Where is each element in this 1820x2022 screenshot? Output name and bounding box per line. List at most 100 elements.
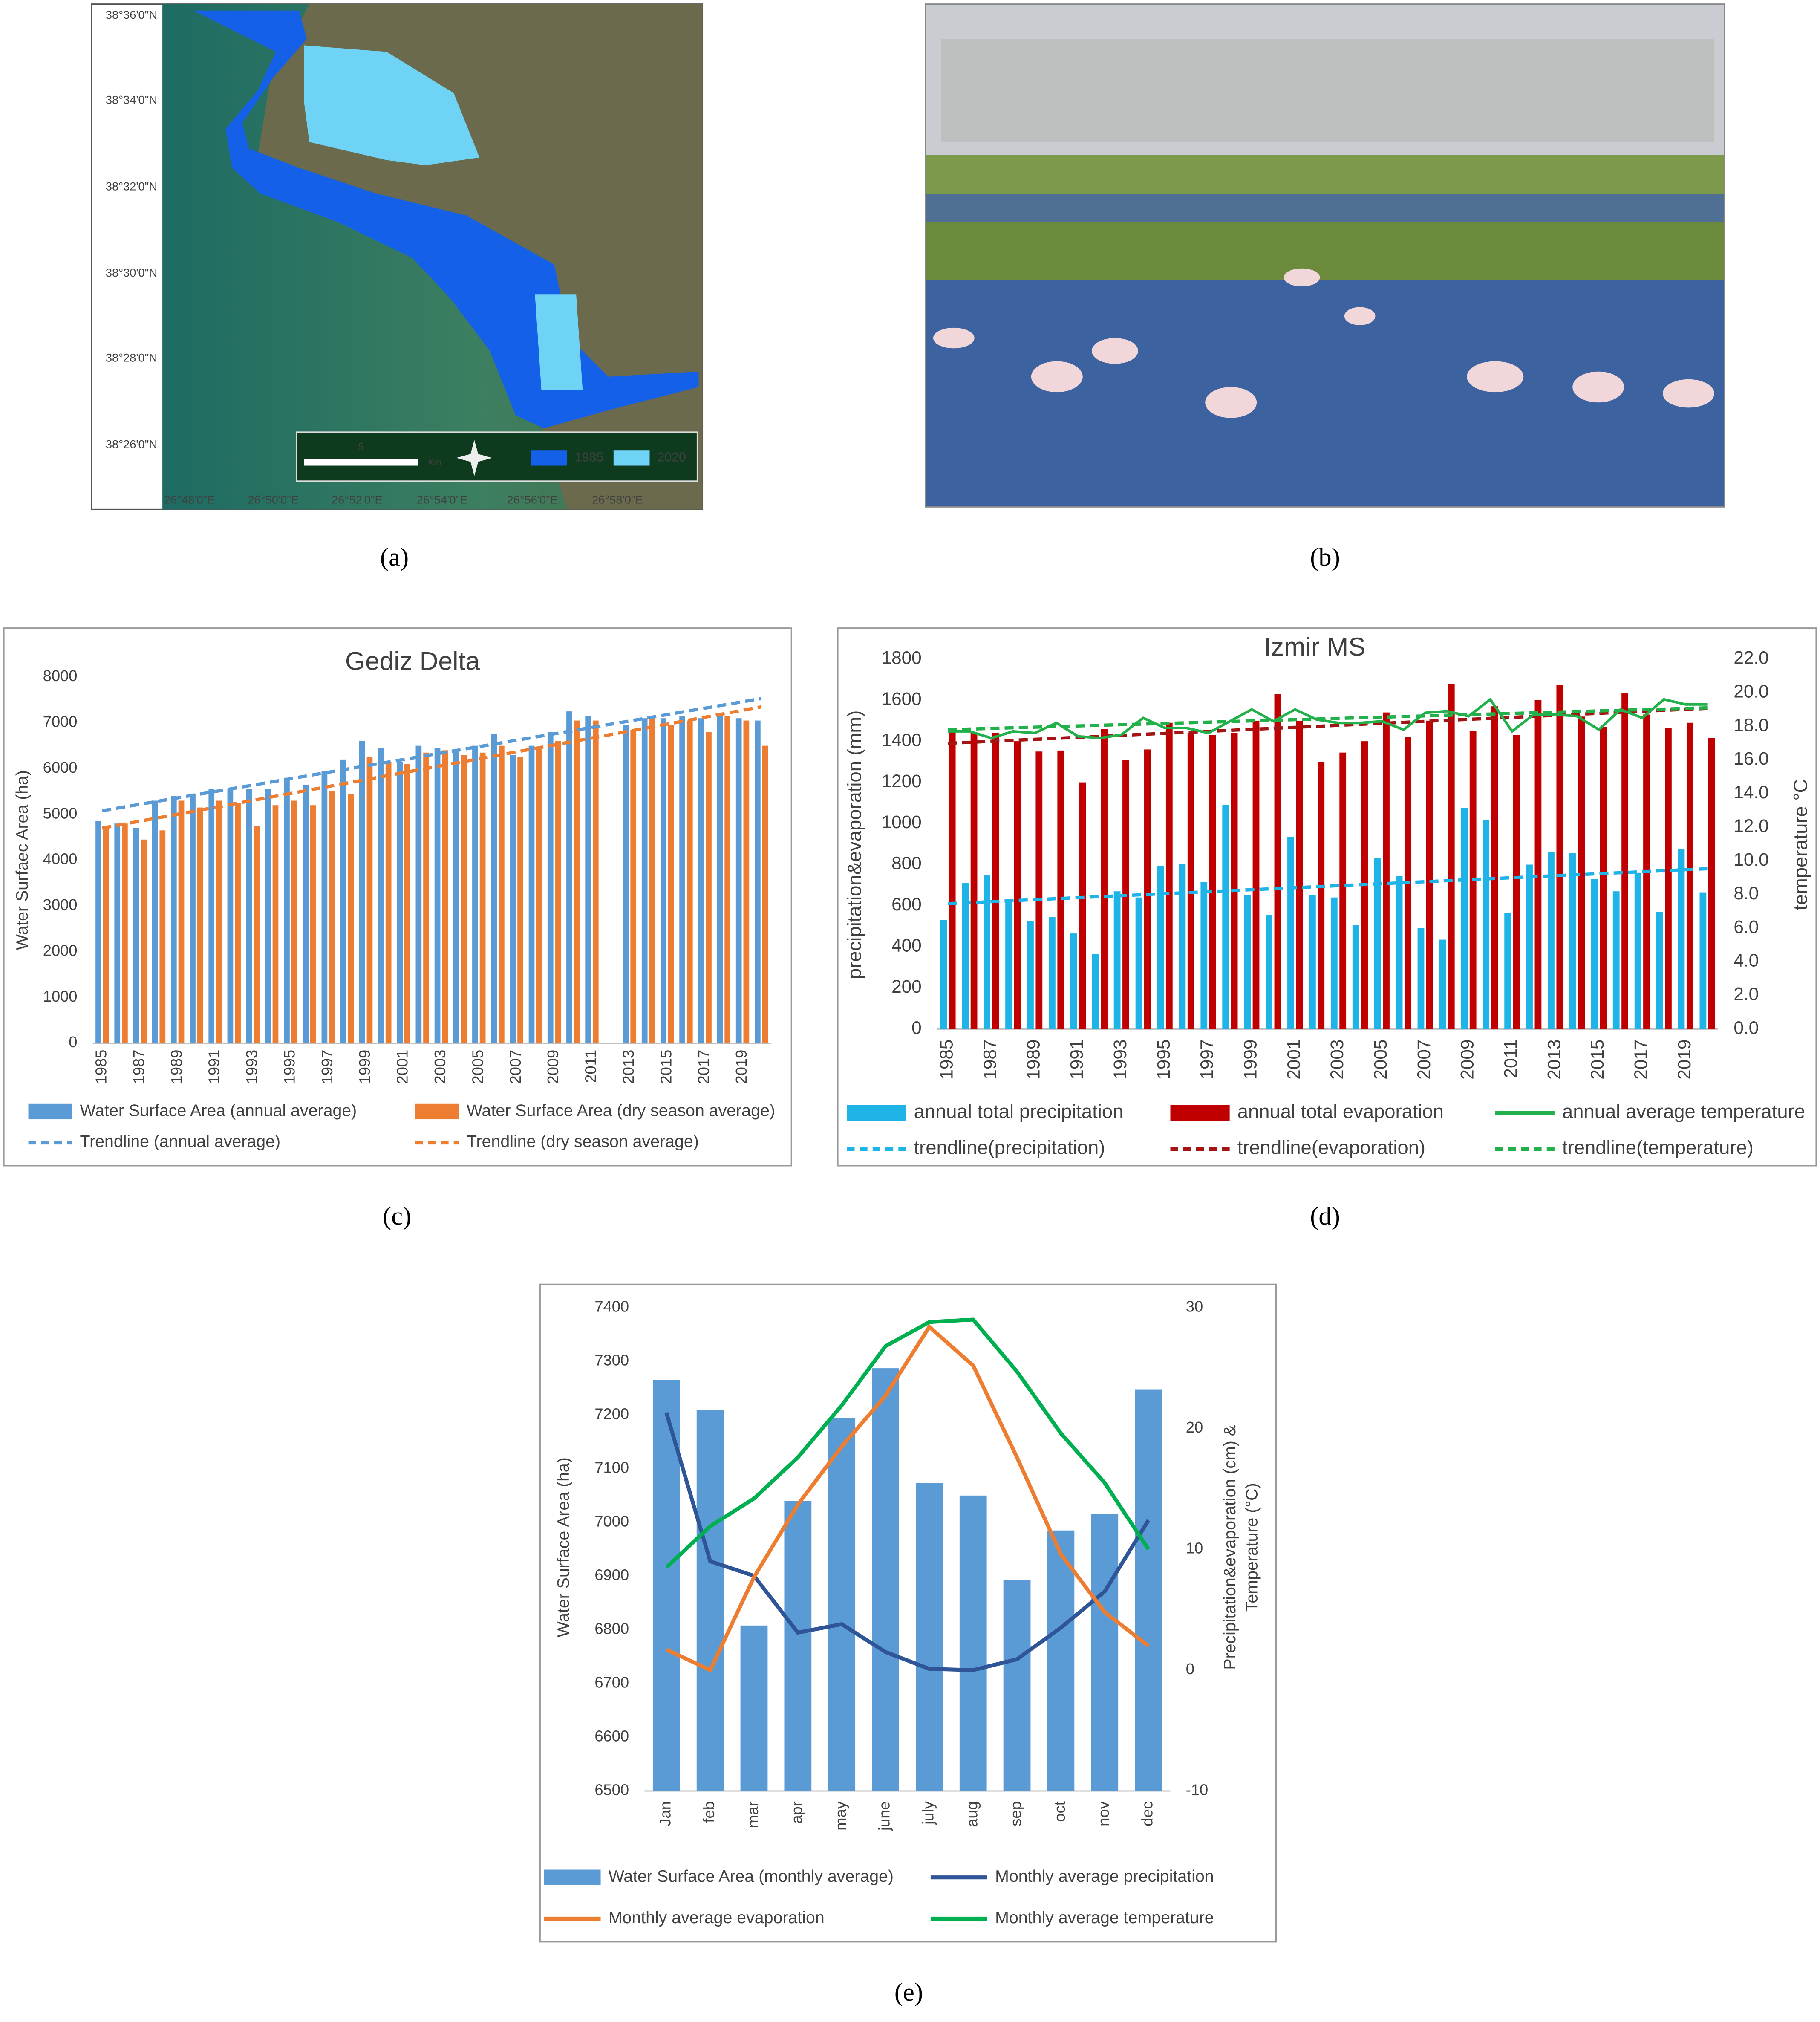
x-tick-label: 2015 [1587,1040,1607,1080]
bar [1686,722,1693,1029]
line [665,1324,1150,1673]
axis-label: Water Surfaec Area (ha) [13,770,32,950]
bar [122,823,128,1043]
bar [1231,733,1238,1029]
bar [170,796,177,1043]
x-tick-label: 2001 [1284,1040,1304,1080]
photo-frame [925,3,1725,508]
bar [1339,752,1347,1029]
y2-tick-label: 0 [1186,1660,1194,1678]
bar [1079,782,1086,1029]
x-tick-label: 2003 [431,1050,449,1084]
x-tick-label: dec [1139,1801,1156,1826]
lon-label: 26°50'0"E [248,493,299,506]
bar [1047,1530,1075,1791]
bar [784,1501,812,1791]
y-tick-label: 600 [891,894,922,914]
y-tick-label: 1200 [882,771,922,791]
caption: (e) [894,1978,923,2007]
y2-tick-label: 4.0 [1733,950,1759,971]
bar [623,725,629,1043]
x-tick-label: 2017 [695,1050,712,1084]
bar [423,752,429,1043]
y-tick-label: 7400 [594,1297,629,1315]
bar [1534,700,1542,1029]
x-tick-label: 2011 [1501,1040,1521,1078]
lat-label: 38°26'0"N [106,437,157,451]
bar [686,720,693,1043]
bar [984,875,991,1029]
bar [679,716,685,1043]
y-tick-label: 4000 [43,850,78,868]
x-tick-label: sep [1007,1801,1024,1826]
y2-tick-label: 20.0 [1733,681,1768,701]
y-tick-label: 1000 [882,812,922,832]
map-legend-swatch [613,450,650,466]
y2-tick-label: 18.0 [1733,715,1768,735]
axis-label: temperature °C [1790,779,1811,910]
bar [1309,895,1316,1029]
y2-tick-label: 8.0 [1733,883,1759,903]
y2-tick-label: 30 [1186,1297,1203,1315]
x-tick-label: 2017 [1631,1040,1651,1080]
bar [1634,872,1641,1029]
bar [735,718,742,1043]
bar [1266,915,1272,1029]
bar [1070,933,1077,1029]
bar [1165,722,1173,1029]
x-tick-label: july [919,1801,937,1825]
bar [1287,837,1294,1029]
bar [517,757,523,1043]
x-tick-label: 2011 [582,1050,600,1083]
bar [717,716,723,1043]
x-tick-label: 2003 [1327,1040,1347,1080]
lon-label: 26°58'0"E [592,493,643,506]
bar [329,791,335,1043]
north-arrow [456,440,493,476]
bar [385,762,392,1043]
bar [1352,925,1359,1029]
bar [272,805,279,1043]
bar [1656,912,1663,1029]
y-tick-label: 200 [891,976,922,997]
bar [348,794,354,1043]
bar [1621,693,1628,1029]
bar [668,725,674,1043]
photo-panel [925,3,1725,508]
bar [133,828,139,1043]
bar [1157,865,1164,1029]
chart-title: Gediz Delta [345,646,480,675]
bar [962,883,969,1029]
bar [442,750,448,1043]
bar [159,830,166,1043]
bar [1035,751,1043,1029]
bar [1483,820,1490,1029]
bar [1014,741,1021,1029]
bar [453,750,459,1043]
legend-label: Trendline (dry season average) [467,1132,699,1151]
bar [743,720,750,1043]
bar [510,755,516,1043]
y-tick-label: 7000 [594,1512,629,1530]
bar [1091,1514,1119,1791]
y2-tick-label: -10 [1186,1781,1208,1799]
legend-label: Water Surface Area (dry season average) [467,1101,775,1120]
legend-label: trendline(temperature) [1562,1137,1754,1158]
scale-unit: Km [428,458,441,468]
x-tick-label: feb [700,1801,718,1823]
lat-label: 38°32'0"N [106,179,157,193]
bar [1578,716,1585,1029]
y-tick-label: 5000 [43,804,78,822]
x-tick-label: 1985 [937,1040,957,1080]
bar [566,711,572,1043]
x-tick-label: nov [1095,1801,1112,1826]
y2-tick-label: 10.0 [1733,849,1768,869]
y-tick-label: 1000 [43,988,78,1005]
lat-label: 38°30'0"N [106,266,157,279]
bar [1113,891,1121,1029]
bar [724,716,731,1043]
photo-city [941,39,1714,142]
x-tick-label: 1989 [167,1050,185,1084]
x-tick-label: 1987 [980,1040,1000,1080]
axis-label: Temperature (°C) [1242,1483,1261,1612]
